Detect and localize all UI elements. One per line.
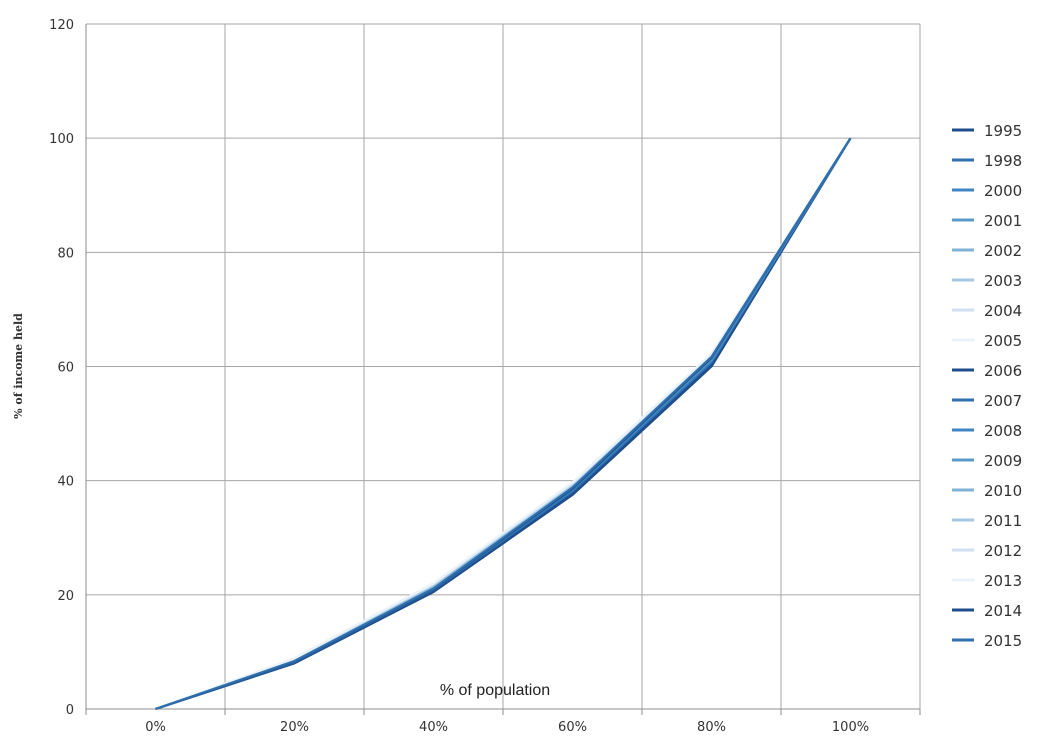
legend-label: 2005	[984, 332, 1022, 350]
legend-label: 2008	[984, 422, 1022, 440]
legend-label: 2009	[984, 452, 1022, 470]
y-tick-label: 0	[66, 703, 74, 718]
legend-label: 2000	[984, 182, 1022, 200]
legend-label: 2004	[984, 302, 1022, 320]
x-tick-label: 100%	[832, 720, 869, 735]
legend-label: 2002	[984, 242, 1022, 260]
x-tick-labels: 0% 20% 40% 60% 80% 100%	[145, 720, 869, 735]
x-axis-label: % of population	[440, 682, 550, 699]
series-line-2015	[155, 137, 852, 711]
legend-label: 2013	[984, 572, 1022, 590]
x-tick-label: 60%	[558, 720, 587, 735]
grid	[85, 23, 921, 710]
legend-label: 2001	[984, 212, 1022, 230]
series-line-2013	[155, 137, 852, 711]
y-axis-label: % of income held	[12, 313, 25, 419]
y-tick-label: 40	[57, 475, 74, 490]
legend-label: 2014	[984, 602, 1022, 620]
y-tick-label: 20	[57, 589, 74, 604]
series-lines	[155, 137, 852, 711]
x-tick-label: 0%	[145, 720, 166, 735]
legend-label: 1998	[984, 152, 1022, 170]
legend-label: 2011	[984, 512, 1022, 530]
y-tick-label: 60	[57, 361, 74, 376]
y-tick-label: 100	[49, 132, 74, 147]
legend-label: 2006	[984, 362, 1022, 380]
y-tick-label: 80	[57, 246, 74, 261]
x-tick-label: 80%	[697, 720, 726, 735]
y-tick-label: 120	[49, 18, 74, 33]
x-tick-label: 40%	[419, 720, 448, 735]
legend-label: 2015	[984, 632, 1022, 650]
y-tick-labels: 0 20 40 60 80 100 120	[49, 18, 74, 718]
legend-label: 2012	[984, 542, 1022, 560]
legend-label: 2003	[984, 272, 1022, 290]
x-tick-label: 20%	[280, 720, 309, 735]
legend-label: 2007	[984, 392, 1022, 410]
axes	[85, 709, 921, 715]
legend: 1995 1998 2000 2001 2002 2003 2004 2005 2006 2007…	[952, 122, 1022, 650]
legend-label: 1995	[984, 122, 1022, 140]
legend-label: 2010	[984, 482, 1022, 500]
